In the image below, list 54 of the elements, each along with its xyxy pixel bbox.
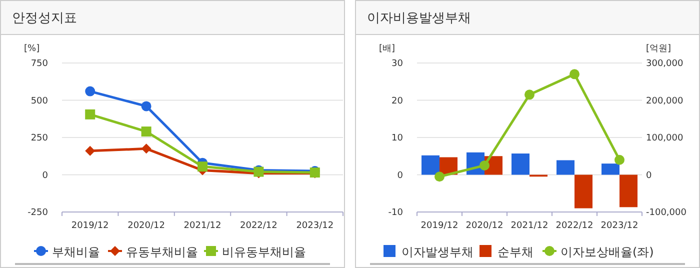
- y-tick-label: 250: [30, 134, 48, 144]
- y-axis-title: [%]: [24, 44, 40, 54]
- y2-tick-label: 300,000: [646, 59, 684, 69]
- bar: [422, 155, 440, 175]
- y-tick-label: 500: [30, 96, 48, 106]
- legend-label: 순부채: [498, 245, 534, 259]
- x-tick-label: 2022/12: [240, 221, 278, 231]
- x-tick-label: 2020/12: [466, 221, 504, 231]
- y-tick-label: 10: [392, 134, 404, 144]
- point: [614, 154, 624, 165]
- y-tick-label: -250: [28, 208, 48, 218]
- point: [85, 146, 96, 156]
- y-tick-label: 20: [392, 96, 404, 106]
- x-tick-label: 2019/12: [420, 221, 458, 231]
- y-tick-label: 0: [42, 170, 48, 181]
- y2-axis-title: [억원]: [646, 44, 672, 54]
- x-tick-label: 2021/12: [184, 221, 222, 231]
- point: [141, 126, 152, 137]
- legend-label: 부채비율: [52, 245, 100, 259]
- point: [434, 172, 444, 182]
- y-axis-title: [배]: [379, 44, 396, 54]
- point: [85, 86, 96, 96]
- x-tick-label: 2020/12: [128, 221, 165, 231]
- point: [570, 69, 580, 80]
- y-tick-label: 0: [397, 170, 404, 181]
- point: [85, 109, 96, 120]
- bar: [620, 174, 638, 208]
- legend-label: 이자보상배율(좌): [560, 245, 654, 259]
- y2-tick-label: 100,000: [646, 134, 684, 144]
- bar: [602, 164, 620, 175]
- x-tick-label: 2019/12: [71, 221, 109, 231]
- chart-title: 이자비용발생부채: [367, 11, 471, 26]
- y2-tick-label: 200,000: [646, 96, 684, 106]
- bar: [556, 160, 574, 175]
- y2-tick-label: -100,000: [646, 208, 687, 218]
- legend-label: 이자발생부채: [402, 245, 474, 259]
- bar: [574, 174, 592, 208]
- legend-label: 비유동부채비율: [222, 245, 306, 259]
- x-tick-label: 2023/12: [296, 221, 334, 231]
- y-tick-label: 30: [392, 59, 404, 69]
- y2-tick-label: 0: [646, 170, 652, 181]
- x-tick-label: 2023/12: [600, 221, 638, 231]
- point: [480, 160, 490, 170]
- point: [198, 162, 208, 172]
- x-tick-label: 2022/12: [556, 221, 594, 231]
- x-tick-label: 2021/12: [510, 221, 548, 231]
- chart-title: 안정성지표: [12, 11, 77, 26]
- y-tick-label: -10: [388, 208, 404, 218]
- point: [141, 144, 152, 154]
- point: [524, 90, 534, 100]
- point: [141, 101, 152, 112]
- y-tick-label: 750: [30, 59, 48, 69]
- legend-label: 유동부채비율: [126, 245, 198, 259]
- bar: [512, 154, 530, 175]
